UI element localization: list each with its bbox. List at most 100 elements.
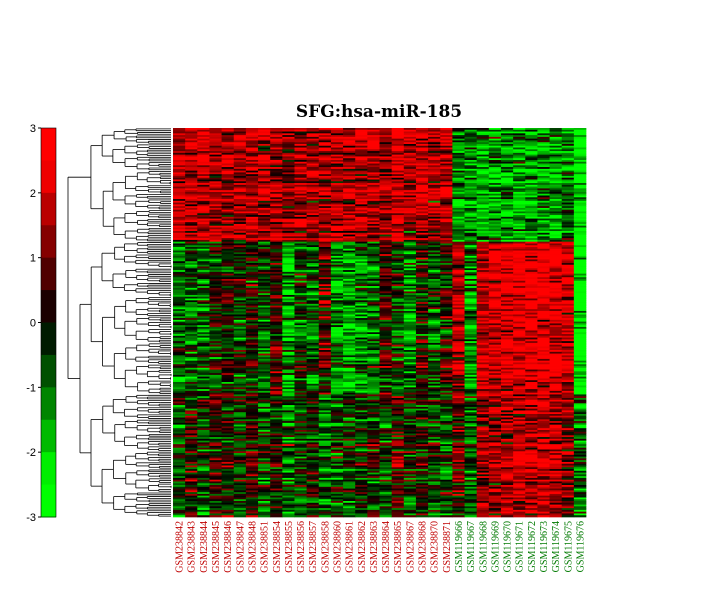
heatmap-cell [525, 294, 538, 298]
heatmap-cell [537, 298, 550, 301]
heatmap-cell [367, 129, 380, 132]
heatmap-cell [258, 326, 271, 330]
heatmap-cell [318, 225, 332, 228]
heatmap-cell [488, 312, 502, 315]
heatmap-cell [270, 175, 283, 179]
heatmap-cell [306, 213, 320, 216]
heatmap-cell [258, 195, 271, 198]
heatmap-cell [379, 200, 392, 203]
heatmap-cell [185, 307, 198, 310]
heatmap-cell [233, 232, 247, 235]
heatmap-cell [330, 213, 344, 216]
heatmap-cell [270, 172, 283, 175]
heatmap-cell [537, 218, 550, 221]
heatmap-cell [525, 287, 538, 290]
heatmap-cell [294, 339, 307, 342]
heatmap-cell [428, 247, 441, 250]
heatmap-cell [415, 330, 429, 333]
heatmap-cell [306, 245, 320, 248]
heatmap-cell [318, 318, 332, 321]
heatmap-cell [245, 342, 259, 346]
heatmap-cell [270, 229, 283, 232]
heatmap-cell [573, 261, 587, 264]
heatmap-cell [537, 216, 550, 219]
heatmap-cell [476, 145, 490, 148]
heatmap-cell [452, 207, 465, 211]
heatmap-cell [500, 159, 514, 163]
heatmap-cell [173, 238, 186, 241]
heatmap-cell [258, 213, 271, 216]
heatmap-cell [355, 325, 368, 328]
heatmap-cell [209, 280, 222, 283]
heatmap-cell [500, 341, 514, 344]
heatmap-cell [464, 314, 478, 317]
heatmap-cell [173, 204, 186, 207]
heatmap-cell [209, 259, 222, 262]
heatmap-cell [537, 284, 550, 287]
heatmap-cell [245, 287, 259, 290]
heatmap-cell [428, 287, 441, 290]
heatmap-cell [221, 257, 235, 260]
heatmap-cell [500, 218, 514, 221]
heatmap-cell [391, 170, 405, 173]
heatmap-cell [464, 223, 478, 227]
heatmap-cell [428, 310, 441, 314]
heatmap-cell [464, 216, 478, 219]
heatmap-cell [500, 305, 514, 308]
heatmap-cell [270, 268, 283, 271]
heatmap-cell [464, 289, 478, 292]
heatmap-cell [476, 181, 490, 184]
heatmap-cell [355, 247, 368, 250]
heatmap-cell [270, 307, 283, 310]
heatmap-cell [185, 216, 198, 219]
heatmap-cell [549, 270, 563, 273]
heatmap-cell [245, 158, 259, 161]
heatmap-cell [367, 241, 380, 244]
heatmap-cell [270, 261, 283, 264]
heatmap-cell [318, 261, 332, 264]
heatmap-cell [464, 310, 478, 314]
heatmap-cell [452, 232, 465, 235]
heatmap-cell [318, 342, 332, 346]
heatmap-cell [488, 255, 502, 259]
heatmap-cell [209, 183, 222, 186]
heatmap-cell [343, 252, 356, 255]
heatmap-cell [343, 316, 356, 319]
heatmap-cell [440, 142, 453, 145]
heatmap-cell [221, 181, 235, 184]
heatmap-cell [440, 175, 453, 179]
heatmap-cell [185, 193, 198, 196]
heatmap-cell [500, 213, 514, 216]
heatmap-cell [185, 250, 198, 253]
heatmap-cell [306, 147, 320, 150]
heatmap-cell [221, 309, 235, 312]
heatmap-cell [403, 298, 417, 301]
heatmap-cell [318, 339, 332, 342]
heatmap-cell [488, 213, 502, 216]
heatmap-cell [282, 207, 295, 211]
heatmap-cell [500, 167, 514, 170]
heatmap-cell [428, 184, 441, 187]
colorbar-segment [41, 257, 56, 291]
heatmap-cell [270, 206, 283, 209]
heatmap-cell [415, 291, 429, 294]
heatmap-cell [306, 199, 320, 202]
heatmap-cell [367, 234, 380, 237]
heatmap-cell [173, 209, 186, 212]
heatmap-cell [452, 332, 465, 335]
heatmap-cell [197, 131, 210, 134]
heatmap-cell [233, 143, 247, 147]
heatmap-cell [245, 211, 259, 214]
heatmap-cell [500, 243, 514, 246]
heatmap-cell [525, 328, 538, 331]
heatmap-cell [306, 296, 320, 299]
heatmap-cell [537, 227, 550, 230]
heatmap-cell [209, 268, 222, 271]
heatmap-cell [355, 293, 368, 296]
heatmap-cell [415, 181, 429, 184]
heatmap-cell [488, 323, 502, 326]
heatmap-cell [379, 206, 392, 209]
heatmap-cell [549, 271, 563, 275]
heatmap-cell [282, 136, 295, 140]
heatmap-cell [209, 184, 222, 187]
